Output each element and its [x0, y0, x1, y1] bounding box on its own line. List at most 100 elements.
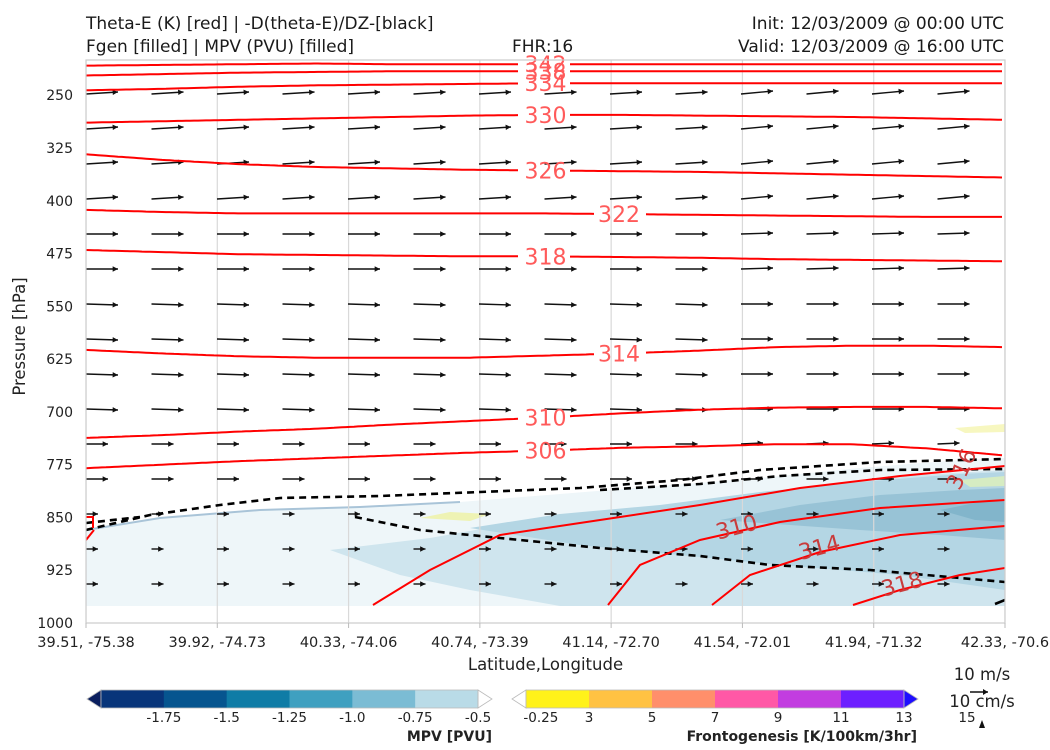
wind-arrow-head [178, 231, 184, 237]
mpv-colorbar-tick: -1.75 [146, 710, 181, 726]
mpv-colorbar-tick: -0.75 [398, 710, 433, 726]
wind-arrow-head [963, 88, 970, 95]
fgen-colorbar-segment [652, 690, 716, 708]
x-tick-label: 39.51, -75.38 [37, 635, 134, 651]
fgen-fill-green [960, 476, 1005, 487]
wind-arrow-head [374, 302, 380, 308]
wind-arrow [413, 302, 446, 308]
wind-arrow-head [767, 265, 773, 271]
stability-contour-corner [994, 598, 1005, 606]
wind-arrow [741, 336, 773, 342]
mpv-colorbar-extend-right [477, 689, 493, 709]
wind-arrow [806, 88, 839, 95]
wind-arrow-head [702, 231, 708, 237]
wind-arrow-head [289, 511, 295, 517]
wind-arrow [871, 265, 905, 271]
stability-contour-middle [86, 467, 1005, 525]
x-tick-label: 42.33, -70.6 [961, 635, 1049, 651]
wind-arrow-head [551, 511, 557, 517]
wind-arrow-head [964, 336, 970, 342]
theta-e-contour [86, 405, 1003, 439]
wind-arrow-head [832, 193, 839, 200]
wind-arrow-head [374, 372, 380, 378]
wind-arrow-head [177, 124, 184, 131]
wind-arrow [871, 123, 905, 130]
wind-arrow-shaft [740, 125, 774, 130]
wind-arrow-head [636, 194, 642, 201]
wind-arrow-head [309, 266, 315, 272]
wind-arrow-head [439, 89, 446, 96]
wind-arrow-head [112, 231, 118, 237]
wind-arrow-head [823, 476, 829, 482]
wind-arrow-head [767, 193, 773, 200]
wind-arrow [609, 159, 643, 166]
wind-arrow [216, 337, 250, 343]
wind-arrow-head [954, 440, 960, 446]
wind-arrow [806, 511, 819, 517]
fgen-colorbar-segment [778, 690, 842, 708]
wind-arrow [347, 194, 381, 201]
wind-arrow-head [308, 124, 315, 131]
y-tick-label: 625 [46, 352, 73, 368]
wind-arrow [282, 231, 315, 237]
wind-arrow-head [747, 546, 753, 552]
wind-arrow-head [168, 441, 174, 447]
wind-arrow [151, 581, 164, 587]
wind-arrow-head [243, 231, 249, 237]
wind-arrow-head [964, 301, 970, 307]
wind-arrow-head [505, 124, 511, 131]
title-line2: Fgen [filled] | MPV (PVU) [filled] [86, 37, 355, 57]
wind-arrow-head [701, 124, 708, 131]
wind-arrow [413, 89, 446, 96]
wind-arrow [86, 372, 119, 378]
wind-arrow [217, 476, 239, 482]
wind-arrow-head [616, 511, 622, 517]
title-line1: Theta-E (K) [red] | -D(theta-E)/DZ-[blac… [86, 14, 434, 34]
wind-arrow-head [309, 302, 315, 308]
wind-arrow-head [570, 89, 577, 96]
wind-arrow [86, 511, 98, 517]
wind-arrow-head [308, 89, 315, 96]
wind-arrow [937, 476, 960, 482]
wind-arrow [675, 124, 708, 131]
fgen-colorbar-tick: 11 [832, 710, 849, 726]
wind-arrow-shaft [740, 195, 774, 200]
wind-arrow [741, 371, 773, 377]
wind-arrow [217, 581, 229, 587]
wind-arrow-head [954, 476, 960, 482]
mpv-colorbar-segment [289, 690, 353, 708]
wind-arrow [871, 440, 895, 446]
wind-arrow [741, 546, 753, 552]
wind-arrow-head [243, 372, 249, 378]
theta-e-contour [86, 208, 1002, 218]
wind-arrow [282, 407, 315, 413]
wind-arrow-head [485, 511, 491, 517]
wind-arrow-head [767, 336, 773, 342]
wind-arrow [871, 193, 905, 200]
wind-arrow [151, 337, 184, 343]
wind-arrow-head [420, 546, 426, 552]
wind-arrow [871, 88, 905, 95]
valid-time: Valid: 12/03/2009 @ 16:00 UTC [738, 37, 1004, 57]
theta-e-contour [86, 344, 1003, 359]
wind-arrow-shaft [806, 125, 839, 130]
wind-arrow-head [495, 441, 501, 447]
mpv-colorbar-label: MPV [PVU] [407, 729, 492, 745]
wind-arrow-head [299, 476, 305, 482]
fgen-colorbar-extend-right [903, 689, 919, 709]
theta-e-contour [86, 249, 1002, 263]
wind-arrow [282, 337, 315, 343]
wind-arrow-head [898, 371, 904, 377]
wind-arrow-head [308, 159, 315, 166]
mpv-colorbar-tick: -1.0 [339, 710, 365, 726]
wind-arrow-head [505, 231, 511, 237]
wind-arrow-head [944, 546, 950, 552]
wind-arrow-head [878, 581, 884, 587]
fgen-colorbar-segment [841, 690, 905, 708]
wind-arrow-head [833, 336, 839, 342]
theta-e-labels: 3423383343303263223183143103063103143183… [525, 53, 983, 602]
wind-arrow [937, 301, 970, 307]
stability-contour-upper [86, 457, 1005, 532]
wind-arrow [544, 476, 567, 482]
wind-arrow-head [102, 441, 108, 447]
